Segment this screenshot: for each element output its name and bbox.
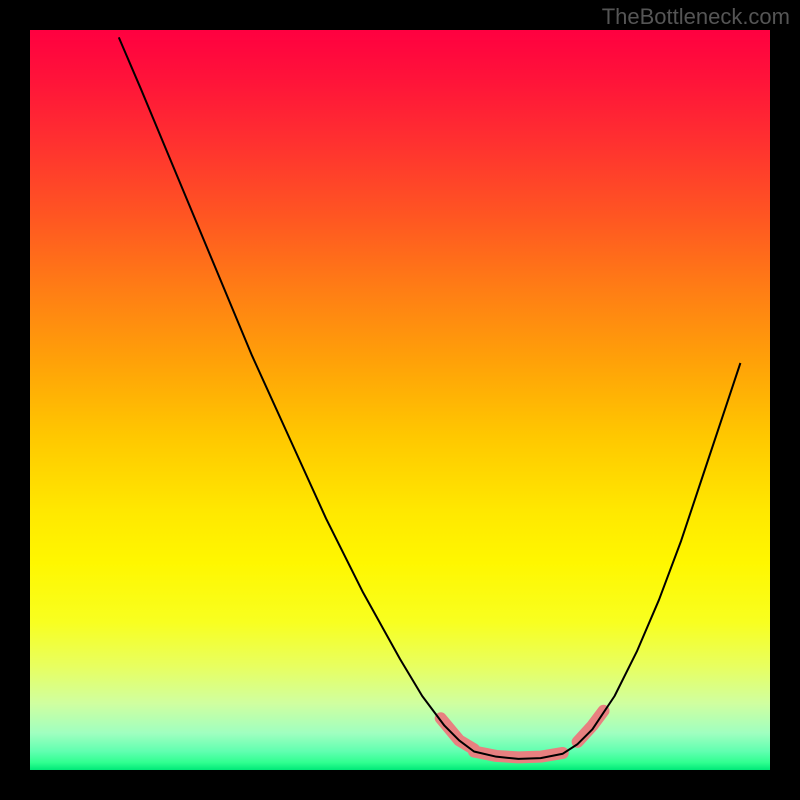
bottleneck-chart — [0, 0, 800, 800]
chart-container: TheBottleneck.com — [0, 0, 800, 800]
watermark-text: TheBottleneck.com — [602, 4, 790, 30]
